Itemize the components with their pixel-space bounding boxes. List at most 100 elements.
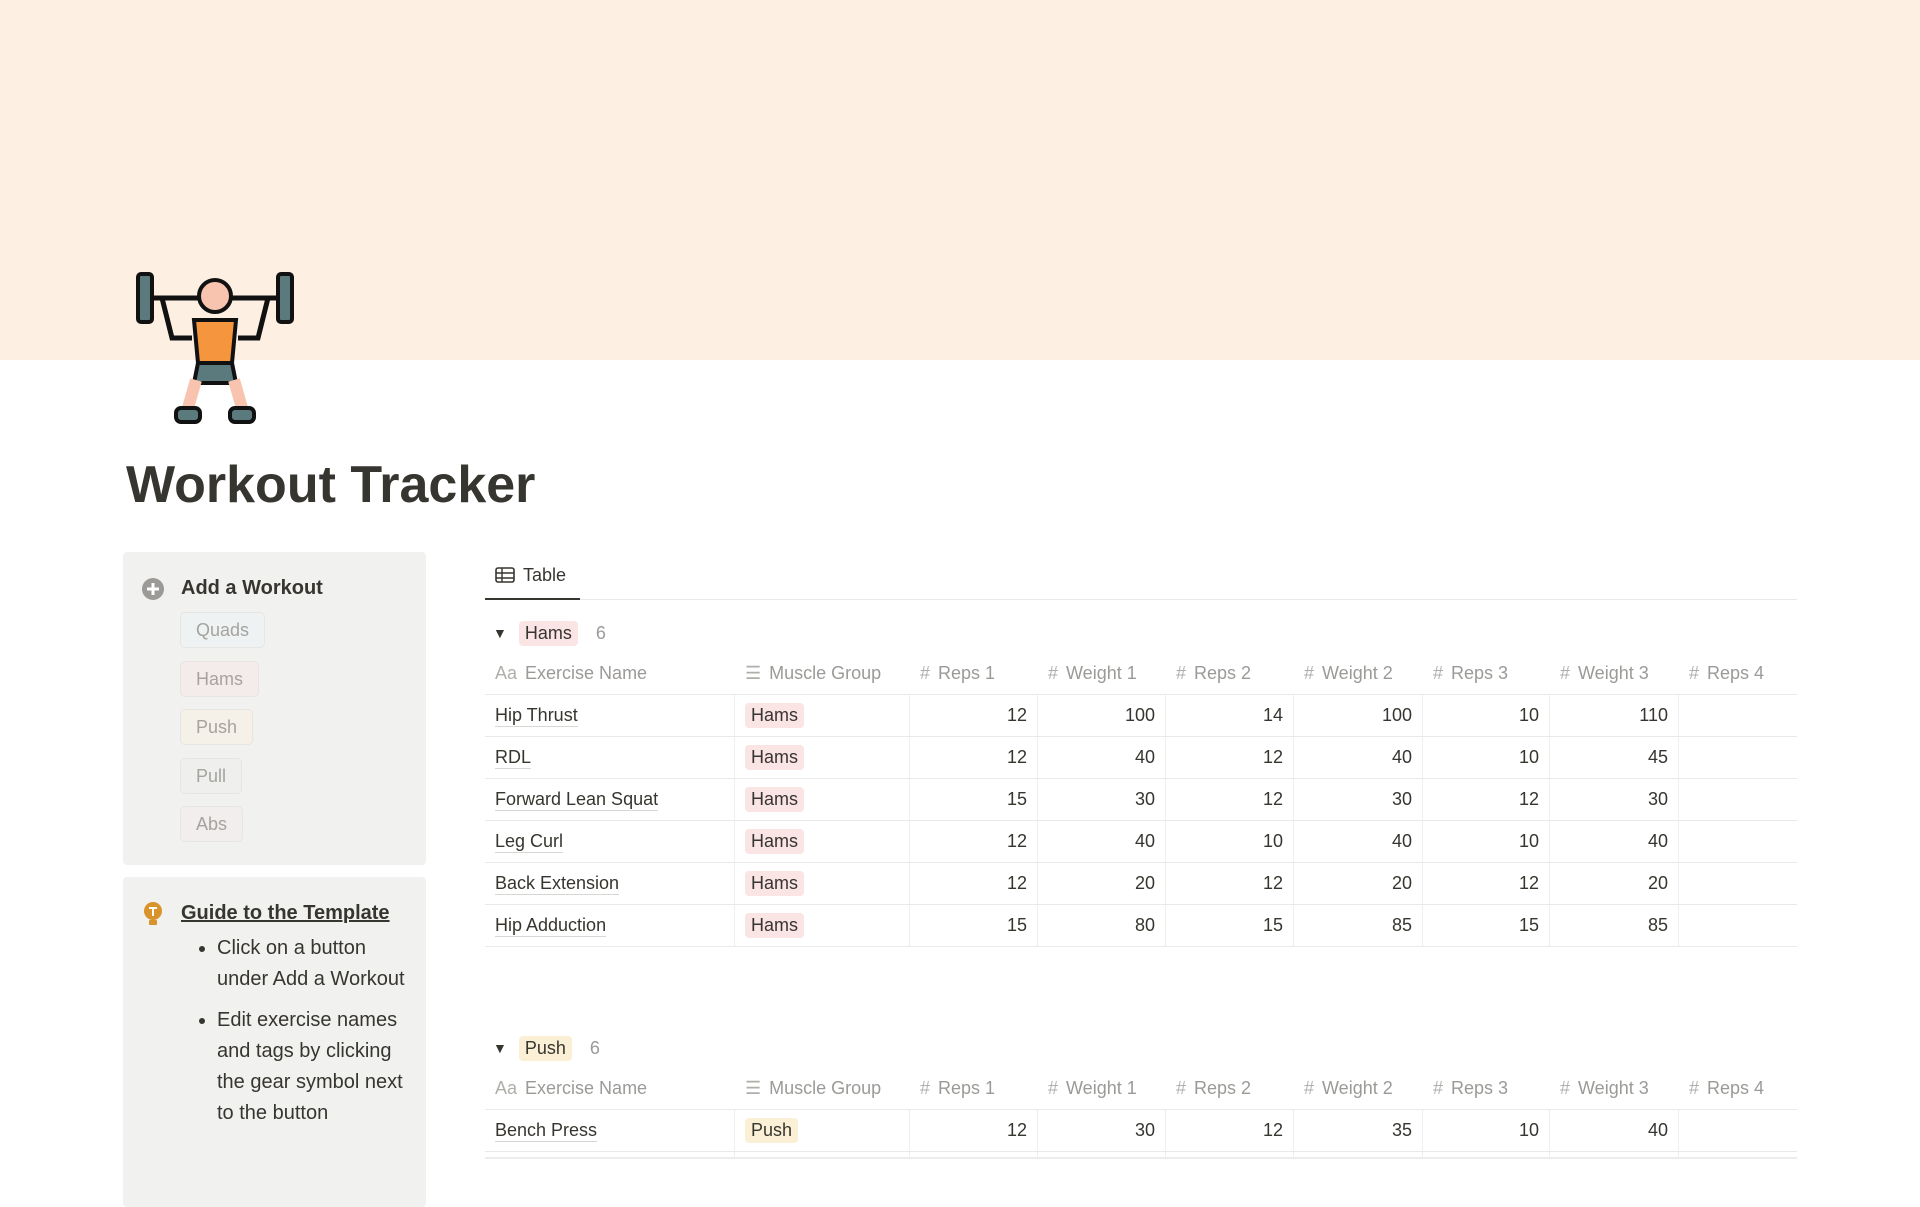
number-cell[interactable]: 8 [1423, 1152, 1550, 1158]
group-header[interactable]: ▼ Hams 6 [485, 613, 1797, 653]
column-header[interactable]: # Reps 3 [1433, 663, 1509, 683]
column-header[interactable]: # Weight 3 [1560, 663, 1649, 683]
muscle-group-cell[interactable]: Hams [735, 821, 910, 862]
number-cell[interactable]: 80 [1038, 905, 1166, 946]
exercise-name-cell[interactable]: Back Extension [485, 863, 735, 904]
number-cell[interactable] [1679, 737, 1797, 778]
column-header[interactable]: ☰ Muscle Group [745, 1078, 882, 1098]
muscle-group-cell[interactable]: Hams [735, 863, 910, 904]
number-cell[interactable] [1679, 863, 1797, 904]
collapse-triangle-icon[interactable]: ▼ [493, 1040, 507, 1056]
number-cell[interactable]: 15 [1423, 905, 1550, 946]
group-header[interactable]: ▼ Push 6 [485, 1028, 1797, 1068]
exercise-name-cell[interactable]: Hip Thrust [485, 695, 735, 736]
number-cell[interactable]: 30 [1294, 779, 1423, 820]
number-cell[interactable]: 40 [1294, 737, 1423, 778]
add-quads-button[interactable]: Quads [180, 612, 266, 648]
table-row[interactable]: RDL Hams 12 40 12 40 10 45 [485, 737, 1797, 779]
number-cell[interactable]: 40 [1294, 821, 1423, 862]
muscle-group-cell[interactable]: Push [735, 1152, 910, 1158]
number-cell[interactable]: 100 [1038, 695, 1166, 736]
exercise-name-cell[interactable]: Shoulder Press [485, 1152, 735, 1158]
column-header[interactable]: # Reps 1 [920, 663, 996, 683]
number-cell[interactable]: 12 [1166, 779, 1294, 820]
add-pull-button[interactable]: Pull [180, 757, 243, 794]
number-cell[interactable]: 85 [1294, 905, 1423, 946]
exercise-name-cell[interactable]: Leg Curl [485, 821, 735, 862]
collapse-triangle-icon[interactable]: ▼ [493, 625, 507, 641]
number-cell[interactable] [1679, 821, 1797, 862]
number-cell[interactable]: 12 [910, 863, 1038, 904]
tab-table[interactable]: Table [485, 552, 580, 600]
number-cell[interactable]: 40 [1038, 821, 1166, 862]
column-header[interactable]: Aa Exercise Name [495, 663, 648, 683]
column-header[interactable]: # Weight 2 [1304, 663, 1393, 683]
number-cell[interactable]: 10 [1166, 821, 1294, 862]
column-header[interactable]: # Reps 3 [1433, 1078, 1509, 1098]
column-header[interactable]: ☰ Muscle Group [745, 663, 882, 683]
exercise-name-cell[interactable]: RDL [485, 737, 735, 778]
number-cell[interactable]: 110 [1550, 695, 1679, 736]
number-cell[interactable]: 14 [1294, 1152, 1423, 1158]
exercise-name-cell[interactable]: Forward Lean Squat [485, 779, 735, 820]
number-cell[interactable]: 12 [910, 1110, 1038, 1151]
number-cell[interactable]: 15 [910, 905, 1038, 946]
number-cell[interactable]: 12 [910, 1152, 1038, 1158]
number-cell[interactable]: 40 [1038, 737, 1166, 778]
add-abs-button[interactable]: Abs [180, 806, 244, 842]
table-row[interactable]: Leg Curl Hams 12 40 10 40 10 40 [485, 821, 1797, 863]
table-row[interactable]: Hip Adduction Hams 15 80 15 85 15 85 [485, 905, 1797, 947]
number-cell[interactable]: 12 [1166, 737, 1294, 778]
add-push-button[interactable]: Push [180, 709, 254, 745]
number-cell[interactable]: 12 [1423, 779, 1550, 820]
number-cell[interactable]: 12 [1423, 863, 1550, 904]
number-cell[interactable]: 14 [1166, 695, 1294, 736]
column-header[interactable]: # Weight 3 [1560, 1078, 1649, 1098]
column-header[interactable]: Aa Exercise Name [495, 1078, 648, 1098]
number-cell[interactable]: 12 [910, 737, 1038, 778]
table-row[interactable]: Hip Thrust Hams 12 100 14 100 10 110 [485, 695, 1797, 737]
page-cover[interactable] [0, 0, 1920, 360]
number-cell[interactable]: 30 [1038, 779, 1166, 820]
number-cell[interactable]: 15 [910, 779, 1038, 820]
table-row[interactable]: Bench Press Push 12 30 12 35 10 40 [485, 1110, 1797, 1152]
column-header[interactable]: # Reps 1 [920, 1078, 996, 1098]
number-cell[interactable]: 10 [1423, 737, 1550, 778]
muscle-group-cell[interactable]: Hams [735, 737, 910, 778]
number-cell[interactable]: 12 [910, 821, 1038, 862]
number-cell[interactable] [1679, 1110, 1797, 1151]
number-cell[interactable]: 12 [1166, 1152, 1294, 1158]
muscle-group-cell[interactable]: Hams [735, 779, 910, 820]
number-cell[interactable]: 30 [1550, 779, 1679, 820]
column-header[interactable]: # Reps 2 [1176, 1078, 1252, 1098]
add-hams-button[interactable]: Hams [180, 660, 260, 697]
number-cell[interactable]: 45 [1550, 737, 1679, 778]
table-row[interactable]: Back Extension Hams 12 20 12 20 12 20 [485, 863, 1797, 905]
number-cell[interactable]: 14 [1038, 1152, 1166, 1158]
exercise-name-cell[interactable]: Bench Press [485, 1110, 735, 1151]
number-cell[interactable]: 30 [1038, 1110, 1166, 1151]
number-cell[interactable]: 85 [1550, 905, 1679, 946]
column-header[interactable]: # Reps 2 [1176, 663, 1252, 683]
muscle-group-cell[interactable]: Push [735, 1110, 910, 1151]
number-cell[interactable]: 12 [1166, 863, 1294, 904]
guide-link[interactable]: Guide to the Template [181, 902, 390, 924]
number-cell[interactable]: 100 [1294, 695, 1423, 736]
number-cell[interactable] [1679, 905, 1797, 946]
number-cell[interactable]: 12 [1166, 1110, 1294, 1151]
table-row[interactable]: Forward Lean Squat Hams 15 30 12 30 12 30 [485, 779, 1797, 821]
number-cell[interactable] [1679, 695, 1797, 736]
number-cell[interactable]: 20 [1038, 863, 1166, 904]
number-cell[interactable]: 10 [1423, 821, 1550, 862]
number-cell[interactable]: 10 [1423, 1110, 1550, 1151]
number-cell[interactable]: 40 [1550, 821, 1679, 862]
muscle-group-cell[interactable]: Hams [735, 905, 910, 946]
column-header[interactable]: # Weight 1 [1048, 1078, 1137, 1098]
column-header[interactable]: # Weight 1 [1048, 663, 1137, 683]
number-cell[interactable]: 16 [1550, 1152, 1679, 1158]
column-header[interactable]: # Weight 2 [1304, 1078, 1393, 1098]
number-cell[interactable]: 10 [1423, 695, 1550, 736]
exercise-name-cell[interactable]: Hip Adduction [485, 905, 735, 946]
number-cell[interactable]: 15 [1166, 905, 1294, 946]
number-cell[interactable]: 12 [910, 695, 1038, 736]
